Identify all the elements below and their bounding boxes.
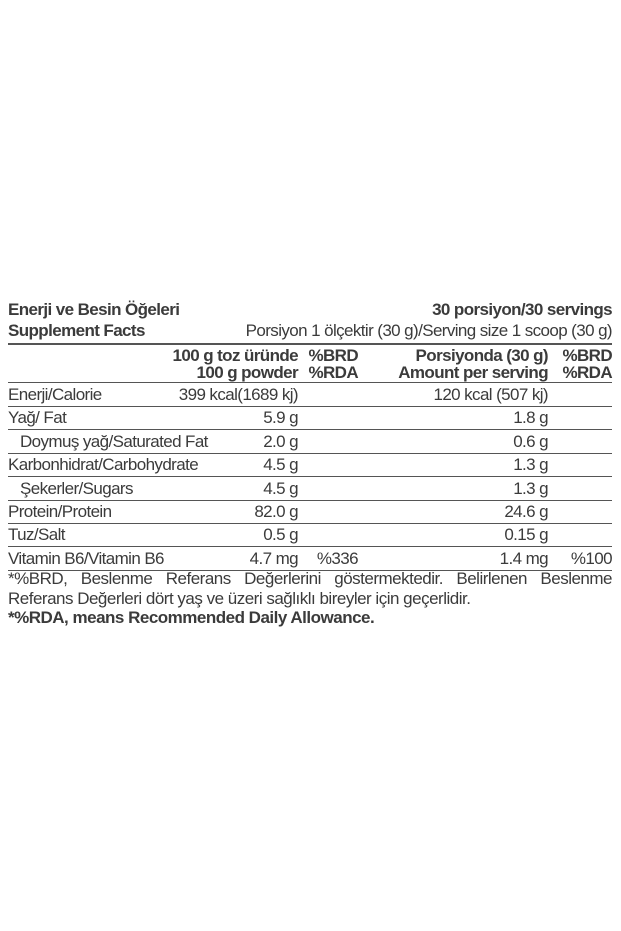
row-divider	[8, 569, 612, 571]
column-header-en: 100 g powder %RDA Amount per serving %RD…	[8, 361, 613, 384]
footnote-rda: *%RDA, means Recommended Daily Allowance…	[8, 608, 375, 627]
table-row: Vitamin B6/Vitamin B6 4.7 mg %336 1.4 mg %10…	[8, 547, 613, 570]
col-serving-en: Amount per serving	[398, 363, 548, 382]
row-divider	[8, 523, 612, 524]
rda-per100: %336	[316, 548, 359, 568]
value-serving: 1.3 g	[513, 478, 548, 498]
serving-size: Porsiyon 1 ölçektir (30 g)/Serving size …	[245, 321, 613, 340]
row-divider	[8, 476, 612, 478]
col-brd1-en: %RDA	[308, 363, 358, 382]
row-label: Şekerler/Sugars	[20, 478, 133, 498]
divider	[8, 382, 612, 383]
rda-serving: %100	[570, 548, 613, 568]
row-divider	[8, 452, 612, 454]
row-divider	[8, 406, 612, 407]
table-row: Protein/Protein 82.0 g 24.6 g	[8, 500, 612, 523]
value-serving: 0.6 g	[513, 431, 548, 451]
row-label: Protein/Protein	[8, 502, 112, 521]
title-tr: Enerji ve Besin Öğeleri	[8, 300, 180, 319]
value-per100: 4.5 g	[263, 455, 298, 475]
title-en: Supplement Facts	[8, 321, 145, 340]
value-per100: 5.9 g	[263, 408, 298, 428]
row-label: Yağ/ Fat	[8, 408, 67, 428]
value-per100: 399 kcal(1689 kj)	[178, 385, 299, 404]
servings-tr: 30 porsiyon/	[432, 300, 526, 319]
table-row: Tuz/Salt 0.5 g 0.15 g	[8, 523, 612, 546]
col-per100-en: 100 g powder	[196, 363, 299, 382]
col-brd2-tr: %BRD	[562, 346, 612, 365]
value-per100: 4.5 g	[263, 478, 298, 498]
table-row: Şekerler/Sugars 4.5 g 1.3 g	[8, 477, 612, 500]
value-per100: 4.7 mg	[249, 548, 299, 568]
value-serving: 24.6 g	[504, 502, 548, 521]
col-serving-tr: Porsiyonda (30 g)	[415, 346, 549, 365]
value-serving: 1.8 g	[513, 408, 548, 428]
value-serving: 120 kcal (507 kj)	[433, 385, 548, 404]
row-divider	[8, 429, 612, 431]
table-row: Karbonhidrat/Carbohydrate 4.5 g 1.3 g	[8, 453, 612, 476]
footnote-brd: *%BRD, Beslenme Referans Değerlerini gös…	[8, 569, 613, 608]
value-serving: 1.3 g	[513, 455, 548, 475]
row-divider	[8, 546, 612, 548]
table-row: Doymuş yağ/Saturated Fat 2.0 g 0.6 g	[8, 430, 612, 453]
row-label: Karbonhidrat/Carbohydrate	[8, 455, 199, 475]
value-serving: 1.4 mg	[499, 548, 549, 568]
row-label: Enerji/Calorie	[8, 385, 102, 404]
column-header-tr: 100 g toz üründe %BRD Porsiyonda (30 g) …	[8, 344, 613, 367]
table-row: Enerji/Calorie 399 kcal(1689 kj) 120 kcal …	[8, 383, 612, 406]
col-brd2-en: %RDA	[562, 363, 612, 382]
col-brd1-tr: %BRD	[308, 346, 358, 365]
header-line-2: Supplement Facts Porsiyon 1 ölçektir (30…	[8, 321, 613, 341]
value-per100: 82.0 g	[254, 502, 298, 521]
row-label: Vitamin B6/Vitamin B6	[8, 548, 165, 568]
header-line-1: Enerji ve Besin Öğeleri 30 porsiyon/30 s…	[8, 300, 613, 320]
servings-count: 30 porsiyon/30 servings	[432, 300, 613, 320]
table-row: Yağ/ Fat 5.9 g 1.8 g	[8, 406, 612, 429]
row-divider	[8, 499, 612, 501]
col-per100-tr: 100 g toz üründe	[172, 346, 299, 365]
row-label: Tuz/Salt	[8, 525, 66, 545]
row-label: Doymuş yağ/Saturated Fat	[20, 431, 208, 451]
divider-thick	[8, 343, 612, 345]
value-serving: 0.15 g	[504, 525, 548, 545]
value-per100: 2.0 g	[263, 431, 298, 451]
servings-en: 30 servings	[525, 300, 613, 319]
value-per100: 0.5 g	[263, 525, 298, 545]
